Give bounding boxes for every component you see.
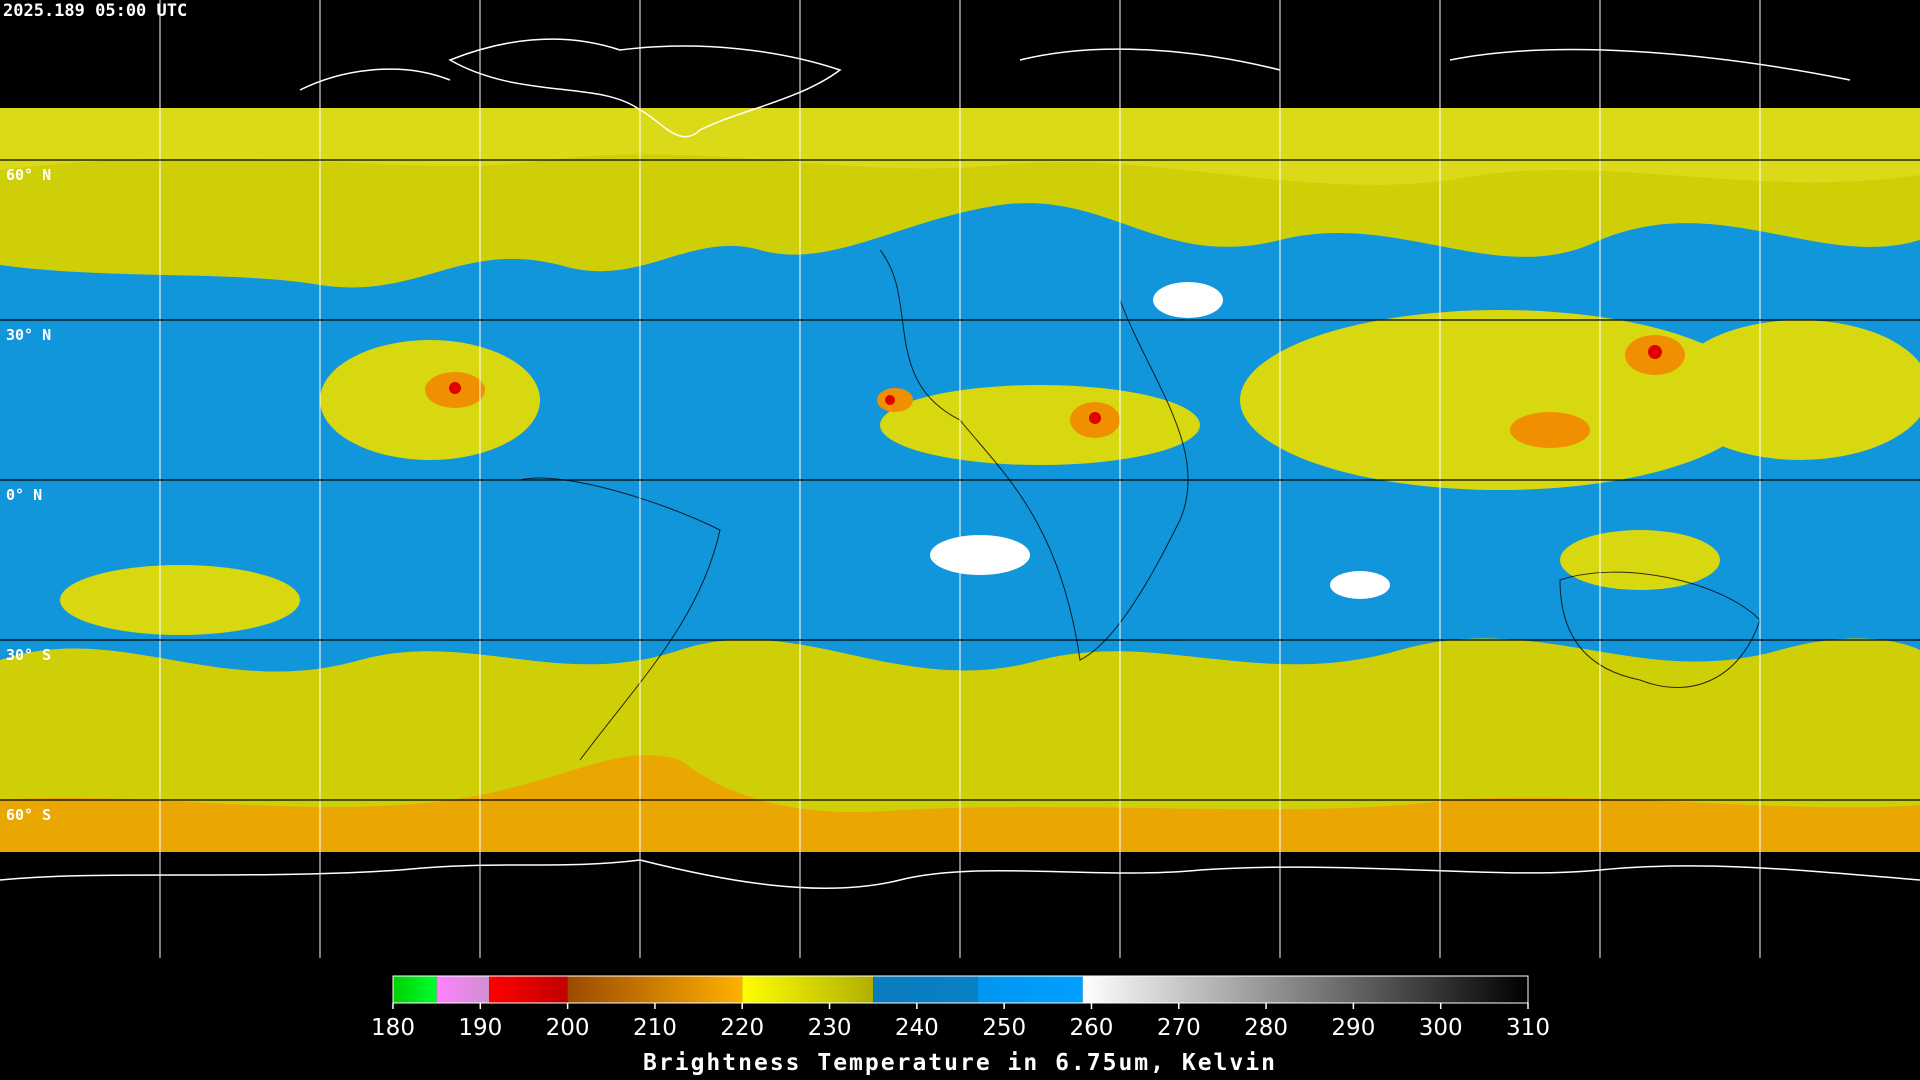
convection-coldest <box>449 345 1662 424</box>
colorbar-tick-label: 180 <box>371 1015 415 1041</box>
colorbar-segment <box>873 976 978 1003</box>
latitude-label: 30° S <box>6 646 51 664</box>
colorbar-tick-label: 300 <box>1419 1015 1463 1041</box>
colorbar-frame <box>392 975 1529 1004</box>
colorbar-tick-label: 270 <box>1157 1015 1201 1041</box>
colorbar-tick-label: 230 <box>808 1015 852 1041</box>
colorbar-segment <box>489 976 568 1003</box>
latitude-labels: 60° N 30° N 0° N 30° S 60° S <box>6 166 51 824</box>
latitude-label: 0° N <box>6 486 42 504</box>
colorbar-segment <box>1082 976 1528 1003</box>
colorbar-tick-label: 290 <box>1331 1015 1375 1041</box>
colorbar-title: Brightness Temperature in 6.75um, Kelvin <box>643 1050 1277 1076</box>
colorbar-tick-label: 240 <box>895 1015 939 1041</box>
colorbar-tick-label: 220 <box>720 1015 764 1041</box>
land-outlines <box>519 249 1761 761</box>
timestamp: 2025.189 05:00 UTC <box>3 1 187 21</box>
colorbar: 180 190 200 210 220 230 240 250 260 270 280 290 300 3… <box>371 975 1550 1041</box>
colorbar-tick-label: 250 <box>982 1015 1026 1041</box>
colorbar-tick-label: 210 <box>633 1015 677 1041</box>
colorbar-tick-label: 260 <box>1070 1015 1114 1041</box>
colorbar-tick-label: 280 <box>1244 1015 1288 1041</box>
latitude-label: 60° S <box>6 806 51 824</box>
colorbar-segment <box>393 976 437 1003</box>
latitude-label: 30° N <box>6 326 51 344</box>
colorbar-segment <box>742 976 874 1003</box>
colorbar-segment <box>436 976 490 1003</box>
dry-slots <box>930 282 1390 599</box>
colorbar-segment <box>977 976 1083 1003</box>
colorbar-tick-label: 190 <box>458 1015 502 1041</box>
colorbar-segment <box>567 976 743 1003</box>
colorbar-tick-label: 310 <box>1506 1015 1550 1041</box>
latitude-label: 60° N <box>6 166 51 184</box>
graticule <box>0 0 1920 958</box>
colorbar-tick-label: 200 <box>546 1015 590 1041</box>
